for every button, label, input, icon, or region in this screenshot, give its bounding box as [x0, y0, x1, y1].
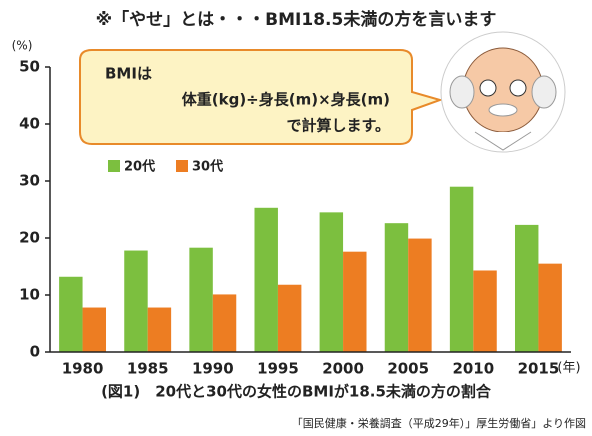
- character-glasses: [509, 79, 527, 97]
- character-mustache: [488, 103, 518, 117]
- caption: (図1) 20代と30代の女性のBMIが18.5未満の方の割合: [101, 383, 492, 401]
- y-tick-label: 0: [30, 343, 40, 361]
- bar: [408, 238, 432, 352]
- character-hair: [449, 75, 475, 109]
- speech-bubble: BMIは 体重(kg)÷身長(m)×身長(m) で計算します。: [79, 49, 444, 145]
- bar: [59, 276, 83, 352]
- character-collar: [474, 131, 532, 151]
- bar: [343, 251, 367, 352]
- annotation-line: で計算します。: [286, 117, 390, 135]
- bar: [449, 186, 474, 352]
- x-tick-label: 1995: [257, 360, 299, 378]
- character-glasses: [479, 79, 497, 97]
- bar: [384, 223, 409, 352]
- y-tick-label: 40: [19, 115, 40, 133]
- bar: [82, 307, 107, 352]
- legend-swatch: [108, 160, 120, 172]
- annotation-line: BMIは: [105, 65, 152, 83]
- y-tick-label: 30: [19, 172, 40, 190]
- x-tick-label: 2005: [387, 360, 429, 378]
- y-tick-label: 20: [19, 229, 40, 247]
- bar: [473, 270, 497, 352]
- source: 「国民健康・栄養調査（平成29年）」厚生労働省」より作図: [292, 416, 586, 430]
- bar: [147, 307, 172, 352]
- bar: [254, 207, 278, 352]
- character-illustration: [440, 31, 566, 153]
- legend-label: 30代: [192, 159, 223, 175]
- legend-swatch: [176, 160, 188, 172]
- chart-title: ※「やせ」とは・・・BMI18.5未満の方を言います: [96, 9, 497, 30]
- bar: [538, 263, 562, 352]
- bar: [212, 294, 237, 352]
- bar: [189, 247, 213, 352]
- bar: [319, 212, 344, 352]
- bubble-shape: [79, 49, 444, 145]
- y-axis-label: (%): [12, 39, 33, 53]
- y-tick-label: 50: [19, 58, 40, 76]
- character-face: [462, 47, 544, 133]
- x-tick-label: 2015: [518, 360, 560, 378]
- character-hair: [531, 75, 557, 109]
- annotation-line: 体重(kg)÷身長(m)×身長(m): [182, 91, 390, 109]
- y-tick-label: 10: [19, 286, 40, 304]
- x-tick-label: 1985: [127, 360, 169, 378]
- x-tick-label: 2010: [452, 360, 494, 378]
- x-axis-label: (年): [557, 361, 580, 376]
- x-tick-label: 1980: [62, 360, 104, 378]
- bar: [277, 284, 302, 352]
- x-tick-label: 2000: [322, 360, 364, 378]
- legend-label: 20代: [124, 159, 155, 175]
- bar: [124, 250, 148, 352]
- bar: [514, 224, 539, 352]
- x-tick-label: 1990: [192, 360, 234, 378]
